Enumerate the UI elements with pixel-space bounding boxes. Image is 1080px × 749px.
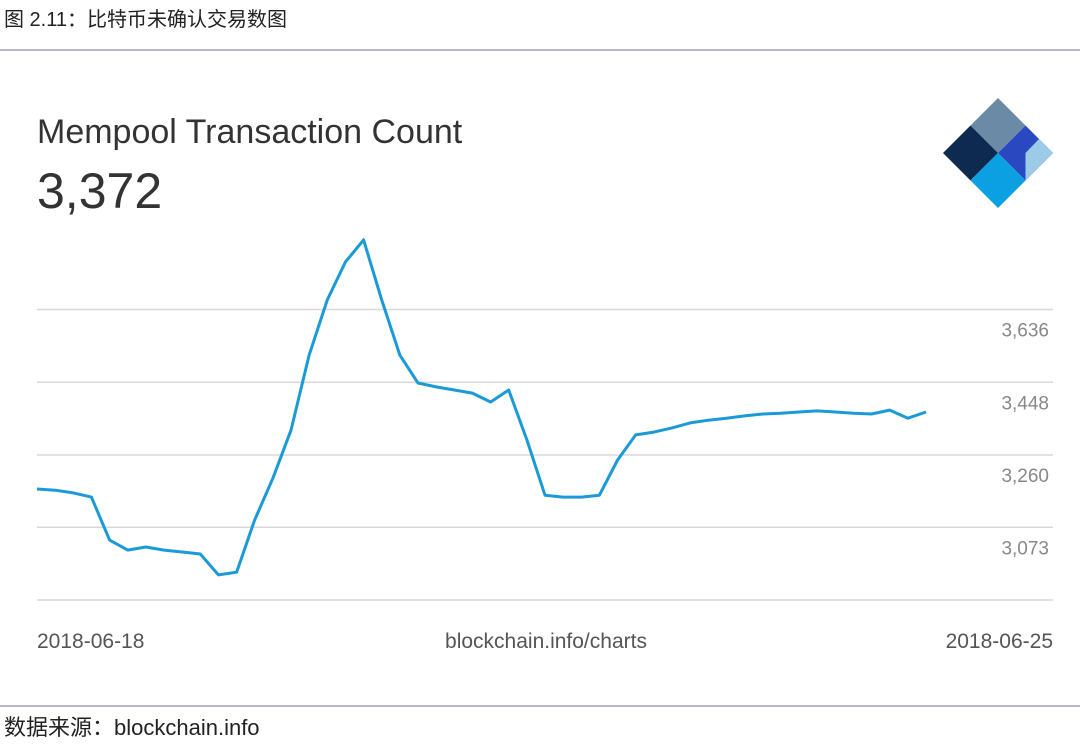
y-tick-label: 3,073: [1001, 538, 1049, 559]
y-tick-label: 3,260: [1001, 466, 1049, 487]
caption: 图 2.11：比特币未确认交易数图: [4, 8, 287, 31]
logo: [943, 98, 1053, 208]
watermark: blockchain.info/charts: [445, 630, 647, 653]
source: 数据来源：blockchain.info: [4, 715, 260, 740]
x-tick-label: 2018-06-25: [946, 630, 1053, 653]
y-tick-label: 3,636: [1001, 321, 1049, 342]
x-tick-label: 2018-06-18: [37, 630, 144, 653]
data-line: [36, 238, 927, 577]
headline-value: 3,372: [37, 163, 162, 219]
chart-title: Mempool Transaction Count: [37, 113, 463, 151]
y-tick-label: 3,448: [1001, 393, 1049, 414]
